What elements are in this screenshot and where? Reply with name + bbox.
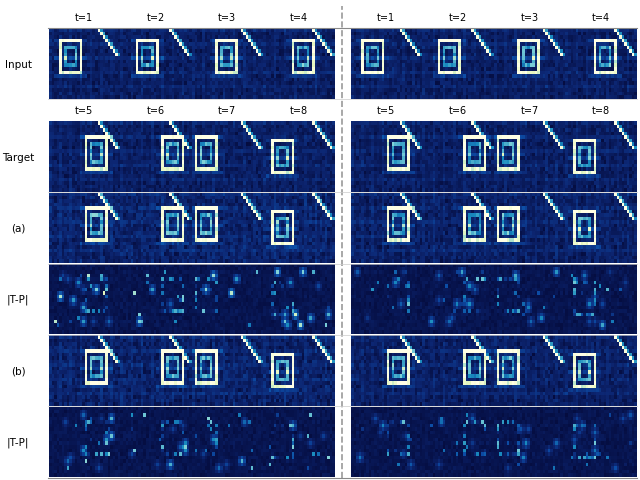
- Text: t=3: t=3: [520, 13, 538, 23]
- Text: t=2: t=2: [147, 13, 164, 23]
- Text: Target: Target: [2, 152, 35, 162]
- Text: |T-P|: |T-P|: [7, 294, 29, 305]
- Text: t=4: t=4: [592, 13, 610, 23]
- Text: t=5: t=5: [75, 106, 93, 116]
- Text: t=8: t=8: [592, 106, 610, 116]
- Text: t=7: t=7: [218, 106, 236, 116]
- Text: (b): (b): [11, 366, 26, 376]
- Text: t=7: t=7: [520, 106, 538, 116]
- Text: |T-P|: |T-P|: [7, 437, 29, 447]
- Text: t=3: t=3: [218, 13, 236, 23]
- Text: t=4: t=4: [289, 13, 308, 23]
- Text: t=6: t=6: [449, 106, 467, 116]
- Text: (a): (a): [11, 223, 26, 233]
- Text: t=6: t=6: [147, 106, 164, 116]
- Text: t=1: t=1: [75, 13, 93, 23]
- Text: Input: Input: [4, 60, 32, 70]
- Text: t=2: t=2: [449, 13, 467, 23]
- Text: t=1: t=1: [377, 13, 396, 23]
- Text: t=5: t=5: [377, 106, 396, 116]
- Text: t=8: t=8: [289, 106, 308, 116]
